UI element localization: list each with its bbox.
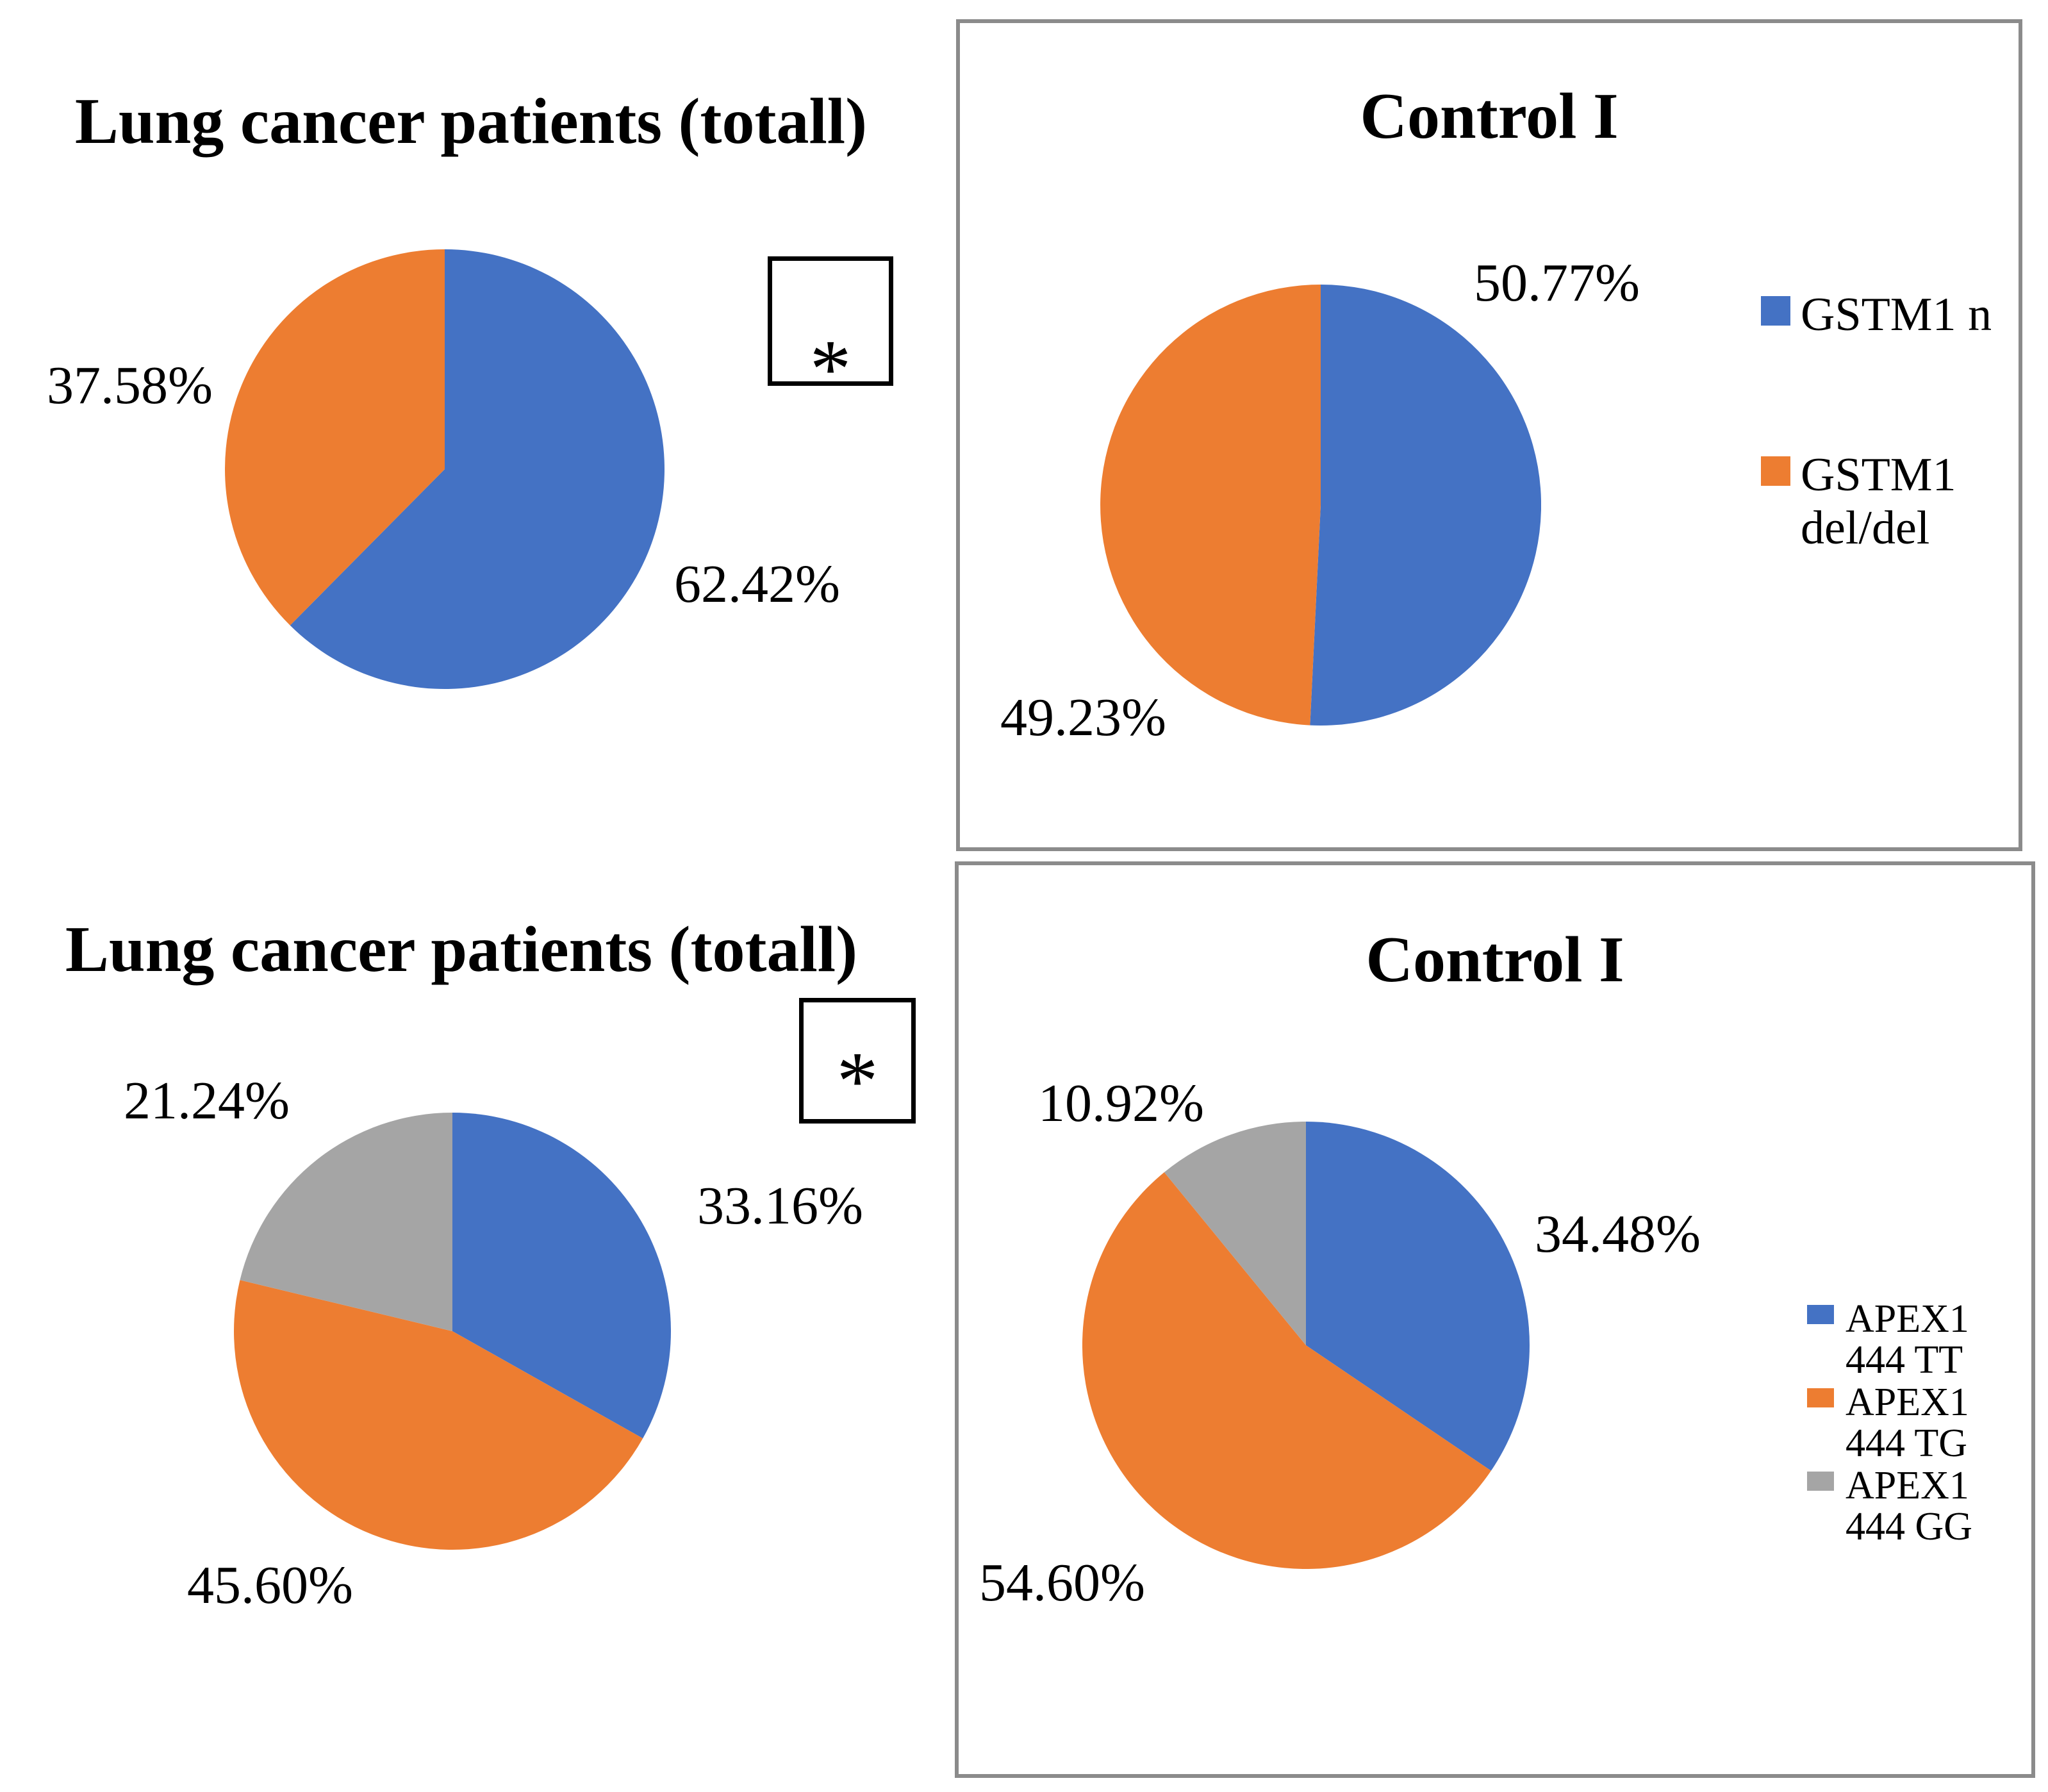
data-label-lung-gstm1-del: 37.58% <box>47 356 213 415</box>
legend-swatch-orange <box>1761 456 1790 486</box>
legend-label: APEX1 444 GG <box>1846 1464 1973 1549</box>
legend-label: APEX1 444 TT <box>1846 1297 1969 1382</box>
legend-swatch-blue <box>1761 296 1790 326</box>
pie-slice-apex1-444-tt <box>452 1113 671 1439</box>
legend-swatch-gray <box>1807 1472 1834 1491</box>
pie-slice-gstm1-n <box>290 249 665 689</box>
asterisk-marker: * <box>836 1035 879 1127</box>
legend-item-apex1-444-tt: APEX1 444 TT <box>1807 1298 1969 1381</box>
data-label-lung-apex1-tt: 33.16% <box>697 1176 863 1236</box>
legend-label: GSTM1 n <box>1801 288 1992 341</box>
pie-slice-apex1-444-tt <box>1306 1122 1530 1471</box>
data-label-control-apex1-tt: 34.48% <box>1535 1204 1701 1264</box>
chart-title-lung-apex1: Lung cancer patients (totall) <box>65 913 858 986</box>
chart-title-lung-gstm1: Lung cancer patients (totall) <box>74 85 868 158</box>
pie-chart-lung-apex1 <box>234 1113 671 1550</box>
pie-slice-gstm1-del-del <box>225 249 445 626</box>
data-label-control-gstm1-del: 49.23% <box>1000 688 1166 747</box>
legend-item-gstm1-n: GSTM1 n <box>1761 288 1992 342</box>
pie-slice-apex1-444-gg <box>1164 1122 1306 1345</box>
chart-title-control-gstm1: Control I <box>1360 80 1619 153</box>
pie-chart-lung-gstm1 <box>225 249 665 689</box>
data-label-lung-apex1-gg: 21.24% <box>124 1071 290 1131</box>
pie-chart-control-apex1 <box>1082 1122 1530 1569</box>
pie-slice-apex1-444-tg <box>234 1280 643 1550</box>
pie-chart-control-gstm1 <box>1100 285 1541 726</box>
legend-item-gstm1-del-del: GSTM1 del/del <box>1761 449 1956 555</box>
data-label-control-apex1-tg: 54.60% <box>979 1553 1145 1613</box>
significance-box-top: * <box>768 256 893 411</box>
significance-box-bottom: * <box>799 998 916 1124</box>
legend-swatch-blue <box>1807 1305 1834 1324</box>
pie-slice-gstm1-n <box>1310 285 1541 726</box>
legend-item-apex1-444-tg: APEX1 444 TG <box>1807 1382 1969 1464</box>
chart-title-control-apex1: Control I <box>1366 924 1624 996</box>
legend-item-apex1-444-gg: APEX1 444 GG <box>1807 1465 1972 1548</box>
pie-slice-apex1-444-gg <box>240 1113 452 1331</box>
data-label-control-apex1-gg: 10.92% <box>1038 1074 1204 1133</box>
legend-label: APEX1 444 TG <box>1846 1381 1969 1466</box>
data-label-control-gstm1-n: 50.77% <box>1474 253 1640 313</box>
data-label-lung-apex1-tg: 45.60% <box>187 1556 353 1615</box>
legend-swatch-orange <box>1807 1388 1834 1407</box>
legend-label: GSTM1 del/del <box>1801 449 1956 554</box>
pie-slice-apex1-444-tg <box>1082 1172 1491 1569</box>
asterisk-marker: * <box>809 323 852 415</box>
data-label-lung-gstm1-n: 62.42% <box>674 554 840 614</box>
pie-slice-gstm1-del-del <box>1100 285 1321 726</box>
